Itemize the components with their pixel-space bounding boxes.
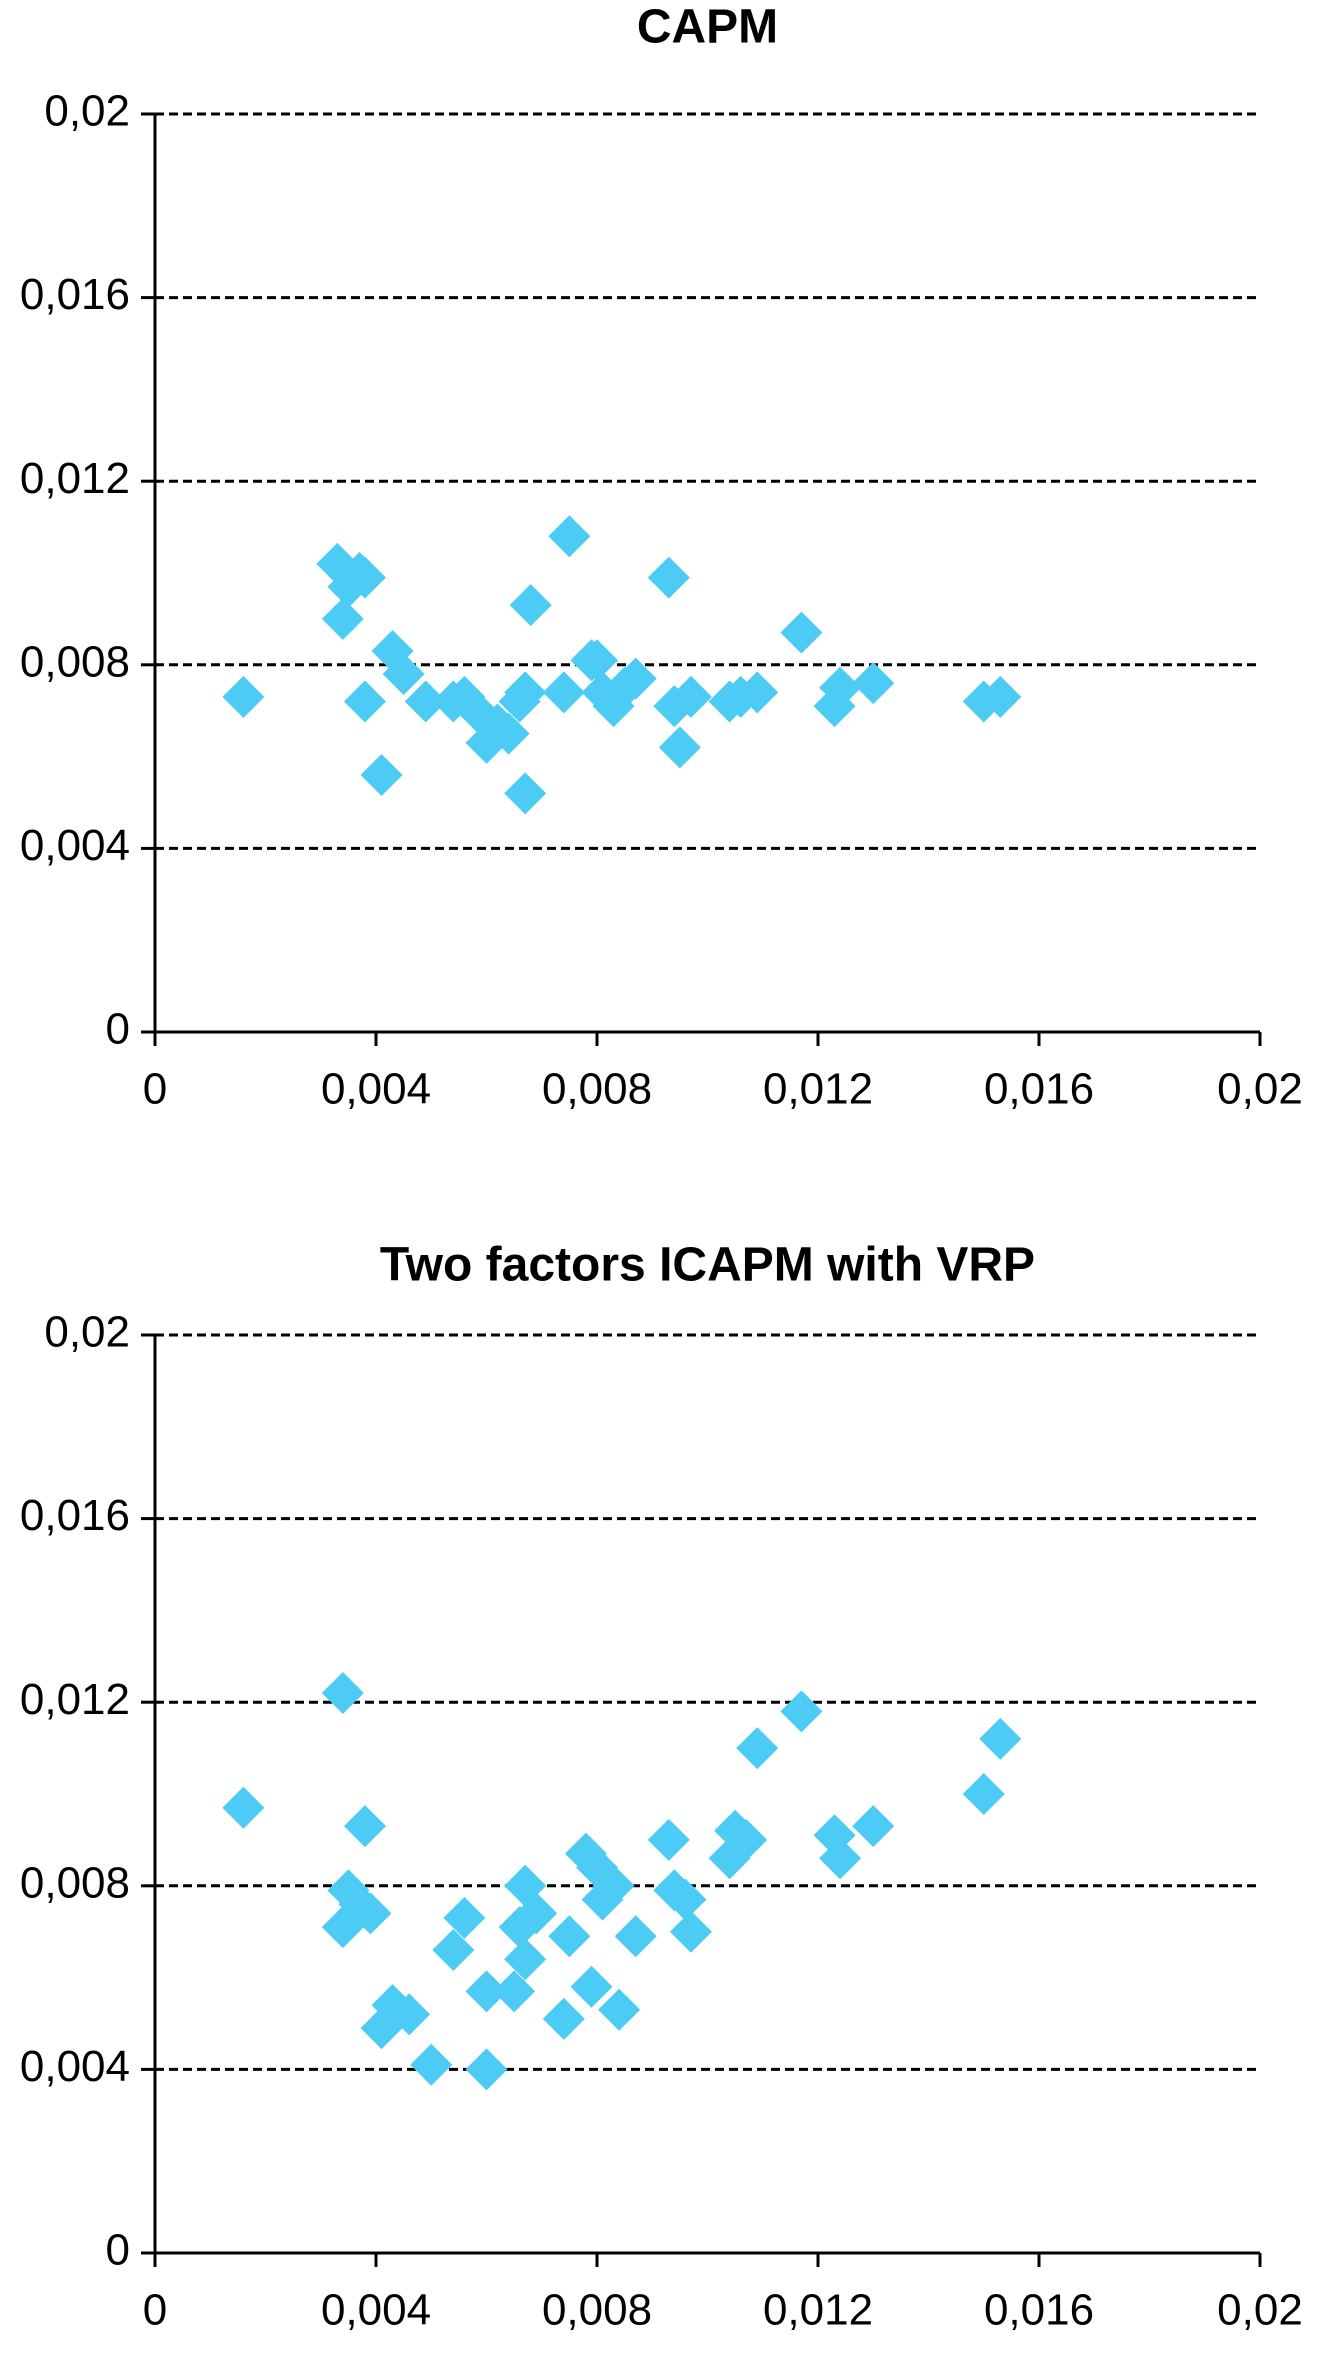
point <box>388 1993 431 2036</box>
y-tick-label: 0,008 <box>20 1858 130 1907</box>
x-tick-label: 0,004 <box>321 1065 431 1114</box>
point <box>432 1929 475 1972</box>
chart-title: Two factors ICAPM with VRP <box>380 1239 1035 1292</box>
x-tick-label: 0 <box>143 1065 167 1114</box>
point <box>343 1805 386 1848</box>
point <box>222 675 265 718</box>
point <box>780 1690 823 1733</box>
point <box>321 1672 364 1715</box>
x-tick-label: 0,016 <box>984 1065 1094 1114</box>
point <box>542 1997 585 2040</box>
point <box>504 772 547 815</box>
point <box>410 2043 453 2086</box>
x-tick-label: 0 <box>143 2286 167 2335</box>
point <box>664 1878 707 1921</box>
y-tick-label: 0,012 <box>20 454 130 503</box>
point <box>614 657 657 700</box>
chart-title: CAPM <box>637 1 778 54</box>
x-tick-label: 0,004 <box>321 2286 431 2335</box>
point <box>592 1864 635 1907</box>
point <box>465 2048 508 2091</box>
y-tick-label: 0,008 <box>20 637 130 686</box>
x-tick-label: 0,008 <box>542 1065 652 1114</box>
point <box>349 1892 392 1935</box>
point <box>647 556 690 599</box>
point <box>669 675 712 718</box>
y-tick-label: 0,004 <box>20 2042 130 2091</box>
y-tick-label: 0,016 <box>20 270 130 319</box>
point <box>504 671 547 714</box>
point <box>819 666 862 709</box>
point <box>979 1717 1022 1760</box>
point <box>343 556 386 599</box>
point <box>780 611 823 654</box>
point <box>515 1892 558 1935</box>
point <box>465 1970 508 2013</box>
point <box>542 671 585 714</box>
point <box>852 662 895 705</box>
y-tick-label: 0,02 <box>44 1308 130 1357</box>
point <box>382 652 425 695</box>
point <box>504 1938 547 1981</box>
y-tick-label: 0,016 <box>20 1491 130 1540</box>
point <box>487 712 530 755</box>
point <box>647 1818 690 1861</box>
point <box>669 1910 712 1953</box>
y-tick-label: 0,012 <box>20 1675 130 1724</box>
x-tick-label: 0,02 <box>1217 2286 1303 2335</box>
x-tick-label: 0,012 <box>763 1065 873 1114</box>
point <box>493 1970 536 2013</box>
point <box>736 671 779 714</box>
point <box>222 1786 265 1829</box>
point <box>819 1837 862 1880</box>
point <box>321 597 364 640</box>
point <box>509 584 552 627</box>
x-tick-label: 0,016 <box>984 2286 1094 2335</box>
x-tick-label: 0,012 <box>763 2286 873 2335</box>
y-tick-label: 0 <box>106 1005 130 1054</box>
point <box>736 1727 779 1770</box>
point <box>343 680 386 723</box>
point <box>404 680 447 723</box>
point <box>360 753 403 796</box>
point <box>443 1896 486 1939</box>
y-tick-label: 0,004 <box>20 821 130 870</box>
x-tick-label: 0,008 <box>542 2286 652 2335</box>
point <box>658 726 701 769</box>
point <box>852 1805 895 1848</box>
point <box>614 1915 657 1958</box>
y-tick-label: 0,02 <box>44 87 130 136</box>
point <box>725 1818 768 1861</box>
point <box>979 675 1022 718</box>
point <box>598 1988 641 2031</box>
point <box>576 639 618 682</box>
point <box>548 515 591 558</box>
point <box>962 1773 1005 1815</box>
point <box>548 1915 591 1958</box>
x-tick-label: 0,02 <box>1217 1065 1303 1114</box>
point <box>570 1965 613 2008</box>
y-tick-label: 0 <box>106 2226 130 2275</box>
